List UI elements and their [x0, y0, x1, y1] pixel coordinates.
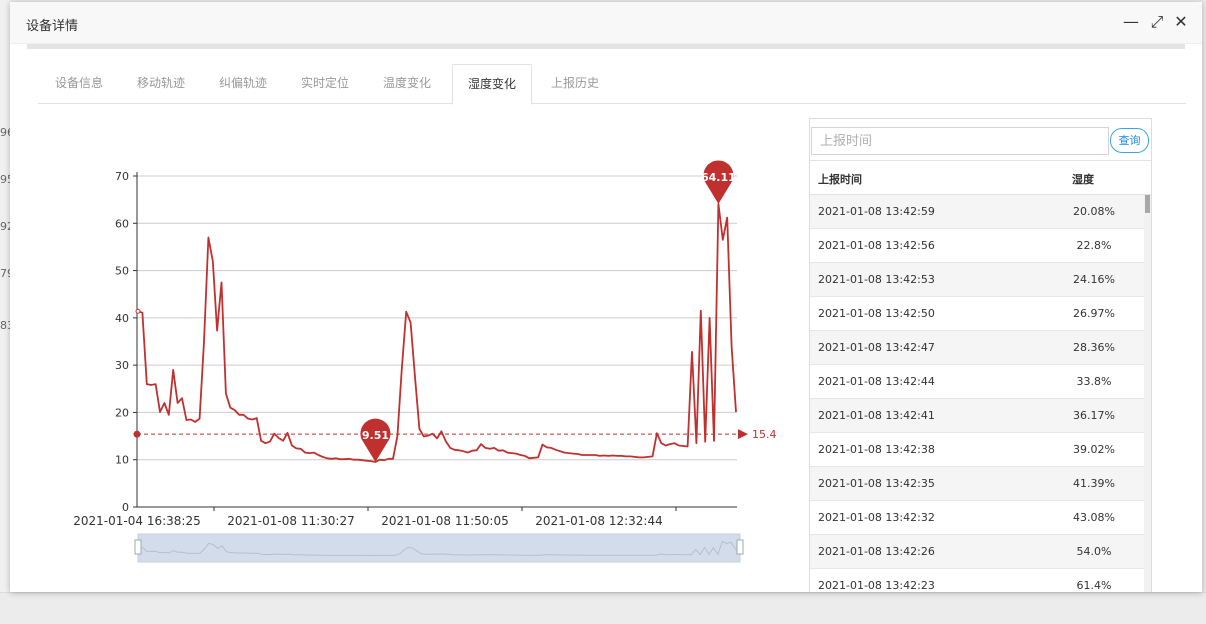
mark-point-max-label: 64.11 — [701, 171, 736, 184]
tab-device-info[interactable]: 设备信息 — [54, 76, 103, 90]
row-humidity: 43.08% — [1073, 511, 1115, 524]
maximize-icon[interactable]: ⤢ — [1150, 12, 1164, 31]
table-row[interactable]: 2021-01-08 13:42:47 28.36% — [810, 331, 1144, 365]
table-row[interactable]: 2021-01-08 13:42:26 54.0% — [810, 535, 1144, 569]
row-humidity: 26.97% — [1073, 307, 1115, 320]
row-time: 2021-01-08 13:42:56 — [818, 239, 935, 252]
row-time: 2021-01-08 13:42:35 — [818, 477, 935, 490]
average-line-label: 15.4 — [752, 428, 777, 441]
tab-humidity[interactable]: 湿度变化 — [452, 64, 532, 105]
x-tick-label: 2021-01-08 12:32:44 — [535, 514, 662, 528]
column-header-humidity: 湿度 — [1072, 173, 1094, 186]
dialog-titlebar[interactable]: 设备详情 — ⤢ ✕ — [10, 2, 1202, 44]
report-time-input[interactable] — [811, 127, 1109, 155]
row-time: 2021-01-08 13:42:26 — [818, 545, 935, 558]
tab-bar: 设备信息 移动轨迹 纠偏轨迹 实时定位 温度变化 湿度变化 上报历史 — [38, 64, 1186, 105]
row-humidity: 28.36% — [1073, 341, 1115, 354]
column-header-time: 上报时间 — [818, 173, 862, 186]
row-humidity: 22.8% — [1076, 239, 1112, 252]
background-footer — [0, 592, 1206, 624]
row-humidity: 61.4% — [1076, 579, 1112, 592]
y-tick-label: 0 — [122, 501, 129, 514]
x-tick-label: 2021-01-08 11:50:05 — [381, 514, 508, 528]
row-time: 2021-01-08 13:42:23 — [818, 579, 935, 592]
table-row[interactable]: 2021-01-08 13:42:53 24.16% — [810, 263, 1144, 297]
row-humidity: 39.02% — [1073, 443, 1115, 456]
row-humidity: 41.39% — [1073, 477, 1115, 490]
tab-realtime-location[interactable]: 实时定位 — [300, 76, 349, 90]
scrollbar-thumb[interactable] — [1145, 195, 1150, 213]
y-tick-label: 40 — [115, 312, 129, 325]
row-time: 2021-01-08 13:42:59 — [818, 205, 935, 218]
table-row[interactable]: 2021-01-08 13:42:32 43.08% — [810, 501, 1144, 535]
mark-point-min-pin — [360, 418, 391, 463]
dialog-title: 设备详情 — [26, 19, 79, 34]
table-row[interactable]: 2021-01-08 13:42:38 39.02% — [810, 433, 1144, 467]
row-humidity: 54.0% — [1076, 545, 1112, 558]
table-row[interactable]: 2021-01-08 13:42:35 41.39% — [810, 467, 1144, 501]
table-row[interactable]: 2021-01-08 13:42:44 33.8% — [810, 365, 1144, 399]
tab-temperature[interactable]: 温度变化 — [382, 76, 431, 90]
tab-movement-track[interactable]: 移动轨迹 — [136, 76, 185, 90]
row-time: 2021-01-08 13:42:32 — [818, 511, 935, 524]
y-tick-label: 50 — [115, 265, 129, 278]
average-line-arrow — [738, 429, 748, 440]
y-tick-label: 60 — [115, 217, 129, 230]
row-humidity: 33.8% — [1076, 375, 1112, 388]
table-row[interactable]: 2021-01-08 13:42:59 20.08% — [810, 195, 1144, 229]
average-line-start — [133, 430, 141, 438]
row-humidity: 20.08% — [1073, 205, 1115, 218]
dialog-top-strip — [27, 44, 1185, 49]
datazoom-slider — [137, 533, 741, 563]
series-line — [137, 203, 737, 463]
row-time: 2021-01-08 13:42:38 — [818, 443, 935, 456]
tab-corrected-track[interactable]: 纠偏轨迹 — [218, 76, 267, 90]
datazoom-preview-line — [138, 540, 741, 557]
y-tick-label: 30 — [115, 359, 129, 372]
humidity-chart: 0 10 20 30 40 50 60 70 2021-01-04 16:38:25 2021-0… — [73, 160, 777, 563]
mark-point-min-label: 9.51 — [362, 429, 389, 442]
datazoom-handle-right[interactable] — [736, 539, 744, 555]
y-tick-label: 70 — [115, 170, 129, 183]
x-tick-label: 2021-01-04 16:38:25 — [73, 514, 200, 528]
row-time: 2021-01-08 13:42:41 — [818, 409, 935, 422]
background-page: 96 95 92 79 83 — [0, 0, 14, 624]
mark-point-max-pin — [703, 160, 734, 204]
table-header: 上报时间 湿度 — [810, 160, 1151, 195]
x-tick-label: 2021-01-08 11:30:27 — [227, 514, 354, 528]
close-icon[interactable]: ✕ — [1174, 12, 1188, 31]
row-time: 2021-01-08 13:42:53 — [818, 273, 935, 286]
tab-report-history[interactable]: 上报历史 — [550, 76, 599, 90]
y-tick-label: 20 — [115, 406, 129, 419]
table-row[interactable]: 2021-01-08 13:42:41 36.17% — [810, 399, 1144, 433]
row-time: 2021-01-08 13:42:50 — [818, 307, 935, 320]
row-humidity: 36.17% — [1073, 409, 1115, 422]
table-body: 2021-01-08 13:42:59 20.08% 2021-01-08 13:4… — [810, 195, 1144, 592]
query-button[interactable]: 查询 — [1110, 128, 1149, 153]
row-humidity: 24.16% — [1073, 273, 1115, 286]
datazoom-handle-left[interactable] — [134, 539, 142, 555]
series-start-point — [135, 308, 141, 314]
minimize-icon[interactable]: — — [1123, 12, 1139, 31]
row-time: 2021-01-08 13:42:47 — [818, 341, 935, 354]
table-row[interactable]: 2021-01-08 13:42:23 61.4% — [810, 569, 1144, 592]
table-row[interactable]: 2021-01-08 13:42:56 22.8% — [810, 229, 1144, 263]
y-tick-label: 10 — [115, 454, 129, 467]
table-scrollbar[interactable] — [1144, 195, 1151, 592]
table-row[interactable]: 2021-01-08 13:42:50 26.97% — [810, 297, 1144, 331]
device-detail-dialog: 设备详情 — ⤢ ✕ 设备信息 移动轨迹 纠偏轨迹 实时定位 温度变化 湿度变化… — [10, 2, 1202, 592]
row-time: 2021-01-08 13:42:44 — [818, 375, 935, 388]
report-panel: 查询 上报时间 湿度 2021-01-08 13:42:5920.08%2021… — [809, 118, 1152, 592]
